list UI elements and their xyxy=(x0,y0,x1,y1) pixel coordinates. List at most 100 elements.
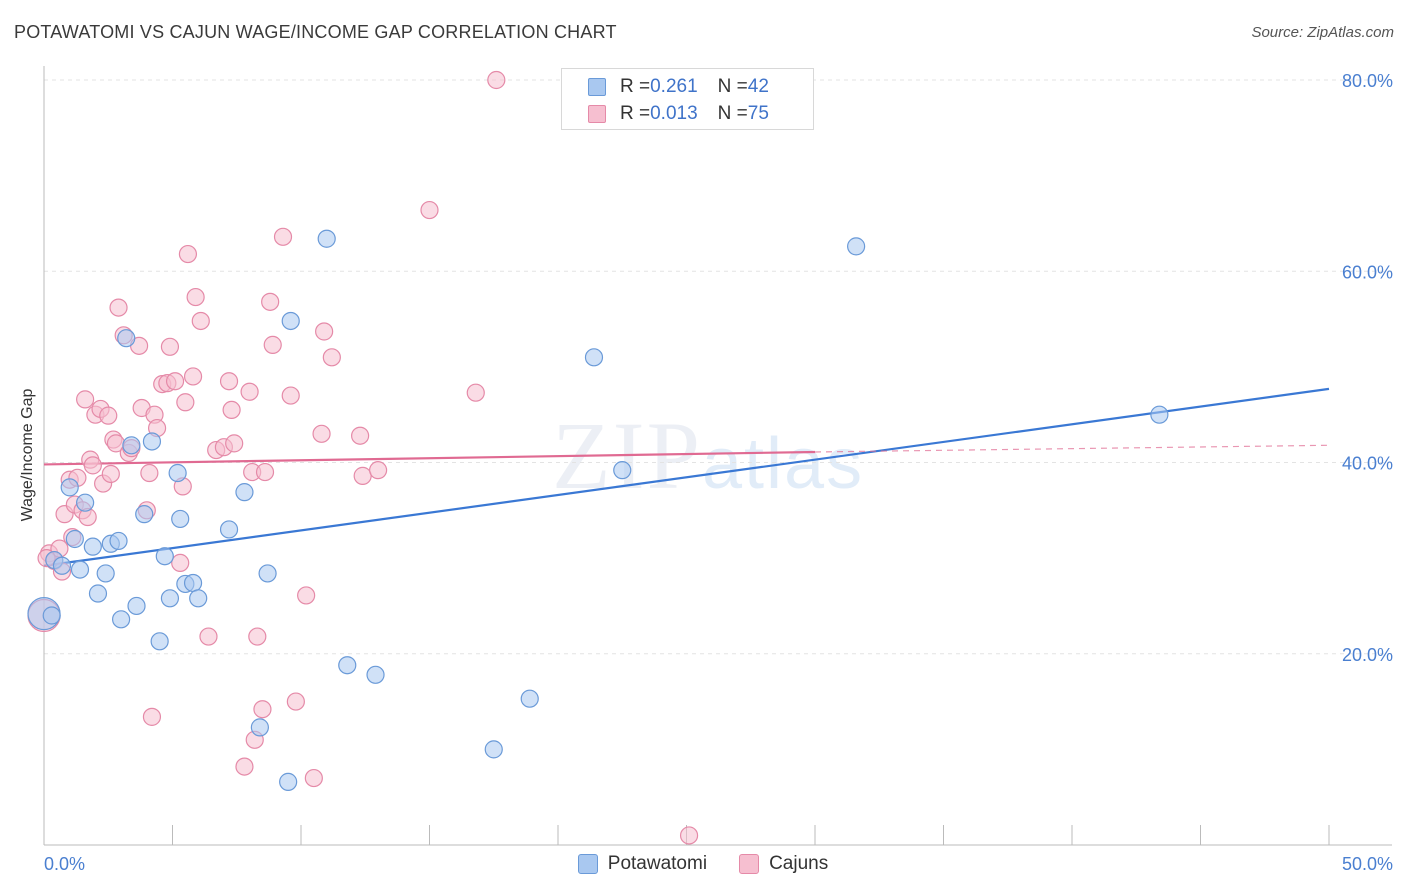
cajun-point xyxy=(297,586,316,605)
cajun-trend-line xyxy=(43,450,816,466)
n-label: N = xyxy=(717,103,748,124)
cajun-point xyxy=(219,372,239,391)
cajun-point xyxy=(261,292,280,311)
n-value: 42 xyxy=(747,76,769,97)
cajun-point xyxy=(466,383,485,402)
potawatomi-swatch xyxy=(588,78,606,96)
cajun-point xyxy=(199,627,218,646)
potawatomi-point xyxy=(42,606,61,625)
cajun-point xyxy=(273,227,293,246)
cajun-point xyxy=(487,70,506,90)
cajun-point xyxy=(186,287,205,307)
potawatomi-point xyxy=(160,589,180,608)
x-tick-label: 0.0% xyxy=(44,854,85,874)
n-value: 75 xyxy=(747,103,769,124)
potawatomi-trend-line xyxy=(43,387,1330,567)
potawatomi-point xyxy=(366,665,385,684)
y-tick-label: 20.0% xyxy=(1342,645,1393,665)
cajun-point xyxy=(225,434,244,453)
cajun-point xyxy=(222,400,241,420)
grid-lines xyxy=(44,79,1392,655)
legend-label: Potawatomi xyxy=(607,853,708,874)
legend-label: Cajuns xyxy=(769,853,829,874)
cajun-point xyxy=(351,426,370,445)
potawatomi-point xyxy=(279,772,298,791)
potawatomi-point xyxy=(258,564,277,583)
potawatomi-point xyxy=(338,656,357,675)
potawatomi-point xyxy=(613,461,632,480)
chart-title: POTAWATOMI VS CAJUN WAGE/INCOME GAP CORR… xyxy=(14,22,617,42)
potawatomi-point xyxy=(584,348,604,367)
tick-labels: 20.0% 40.0% 60.0% 80.0% 0.0% 50.0% xyxy=(44,71,1393,874)
cajun-point xyxy=(235,757,254,776)
cajun-point xyxy=(176,393,195,412)
data-points xyxy=(27,70,1169,845)
cajun-point xyxy=(101,464,120,484)
y-tick-label: 40.0% xyxy=(1342,454,1393,474)
r-value: 0.013 xyxy=(650,103,698,124)
cajun-point xyxy=(286,692,305,711)
source-credit: Source: ZipAtlas.com xyxy=(1251,24,1394,41)
potawatomi-point xyxy=(150,632,169,651)
cajun-point xyxy=(109,298,128,317)
cajun-point xyxy=(255,462,275,482)
cajun-point xyxy=(99,406,118,425)
axes xyxy=(43,66,1392,846)
potawatomi-point xyxy=(189,589,208,608)
cajun-trend-extension xyxy=(814,444,1330,453)
cajuns-swatch xyxy=(588,105,606,123)
y-tick-label: 80.0% xyxy=(1342,71,1393,91)
cajun-point xyxy=(315,322,334,341)
potawatomi-point xyxy=(127,596,146,616)
potawatomi-point xyxy=(109,531,128,551)
stats-row-potawatomi: R = 0.261 N = 42 xyxy=(588,75,769,99)
cajun-point xyxy=(248,627,267,646)
potawatomi-point xyxy=(520,689,539,708)
cajun-point xyxy=(353,466,372,485)
trend-lines xyxy=(43,387,1330,567)
potawatomi-point xyxy=(111,610,131,629)
potawatomi-point xyxy=(171,509,190,529)
cajun-point xyxy=(263,335,282,354)
r-label: R = xyxy=(620,103,651,124)
potawatomi-swatch xyxy=(577,854,598,874)
potawatomi-point xyxy=(168,463,187,483)
potawatomi-point xyxy=(88,584,108,603)
potawatomi-point xyxy=(235,483,254,502)
stats-legend: R = 0.261 N = 42 R = 0.013 N = 75 xyxy=(561,68,814,130)
potawatomi-point xyxy=(219,520,239,539)
potawatomi-point xyxy=(155,547,174,566)
stats-row-cajuns: R = 0.013 N = 75 xyxy=(588,102,769,126)
potawatomi-point xyxy=(135,505,154,524)
cajun-point xyxy=(165,372,185,391)
potawatomi-point xyxy=(76,493,95,512)
potawatomi-point xyxy=(65,529,84,549)
legend-item-potawatomi[interactable]: Potawatomi xyxy=(577,853,708,875)
cajun-point xyxy=(178,244,198,264)
potawatomi-point xyxy=(183,573,203,593)
n-label: N = xyxy=(717,76,748,97)
potawatomi-point xyxy=(484,740,503,759)
r-value: 0.261 xyxy=(650,76,698,97)
potawatomi-point xyxy=(70,560,90,579)
potawatomi-point xyxy=(96,564,115,583)
cajun-point xyxy=(140,463,159,483)
potawatomi-point xyxy=(52,556,72,575)
cajun-point xyxy=(420,200,439,220)
cajun-point xyxy=(281,386,300,405)
potawatomi-point xyxy=(281,311,300,331)
potawatomi-point xyxy=(83,537,102,556)
cajun-point xyxy=(322,348,341,367)
cajun-point xyxy=(171,553,190,573)
potawatomi-point xyxy=(117,329,136,348)
cajun-point xyxy=(679,826,699,845)
cajun-point xyxy=(83,456,102,475)
y-tick-label: 60.0% xyxy=(1342,262,1393,282)
cajun-point xyxy=(183,367,203,386)
cajun-point xyxy=(191,311,210,331)
legend-item-cajuns[interactable]: Cajuns xyxy=(739,853,828,875)
potawatomi-point xyxy=(122,436,141,455)
cajun-point xyxy=(76,390,95,409)
cajuns-swatch xyxy=(739,854,760,874)
